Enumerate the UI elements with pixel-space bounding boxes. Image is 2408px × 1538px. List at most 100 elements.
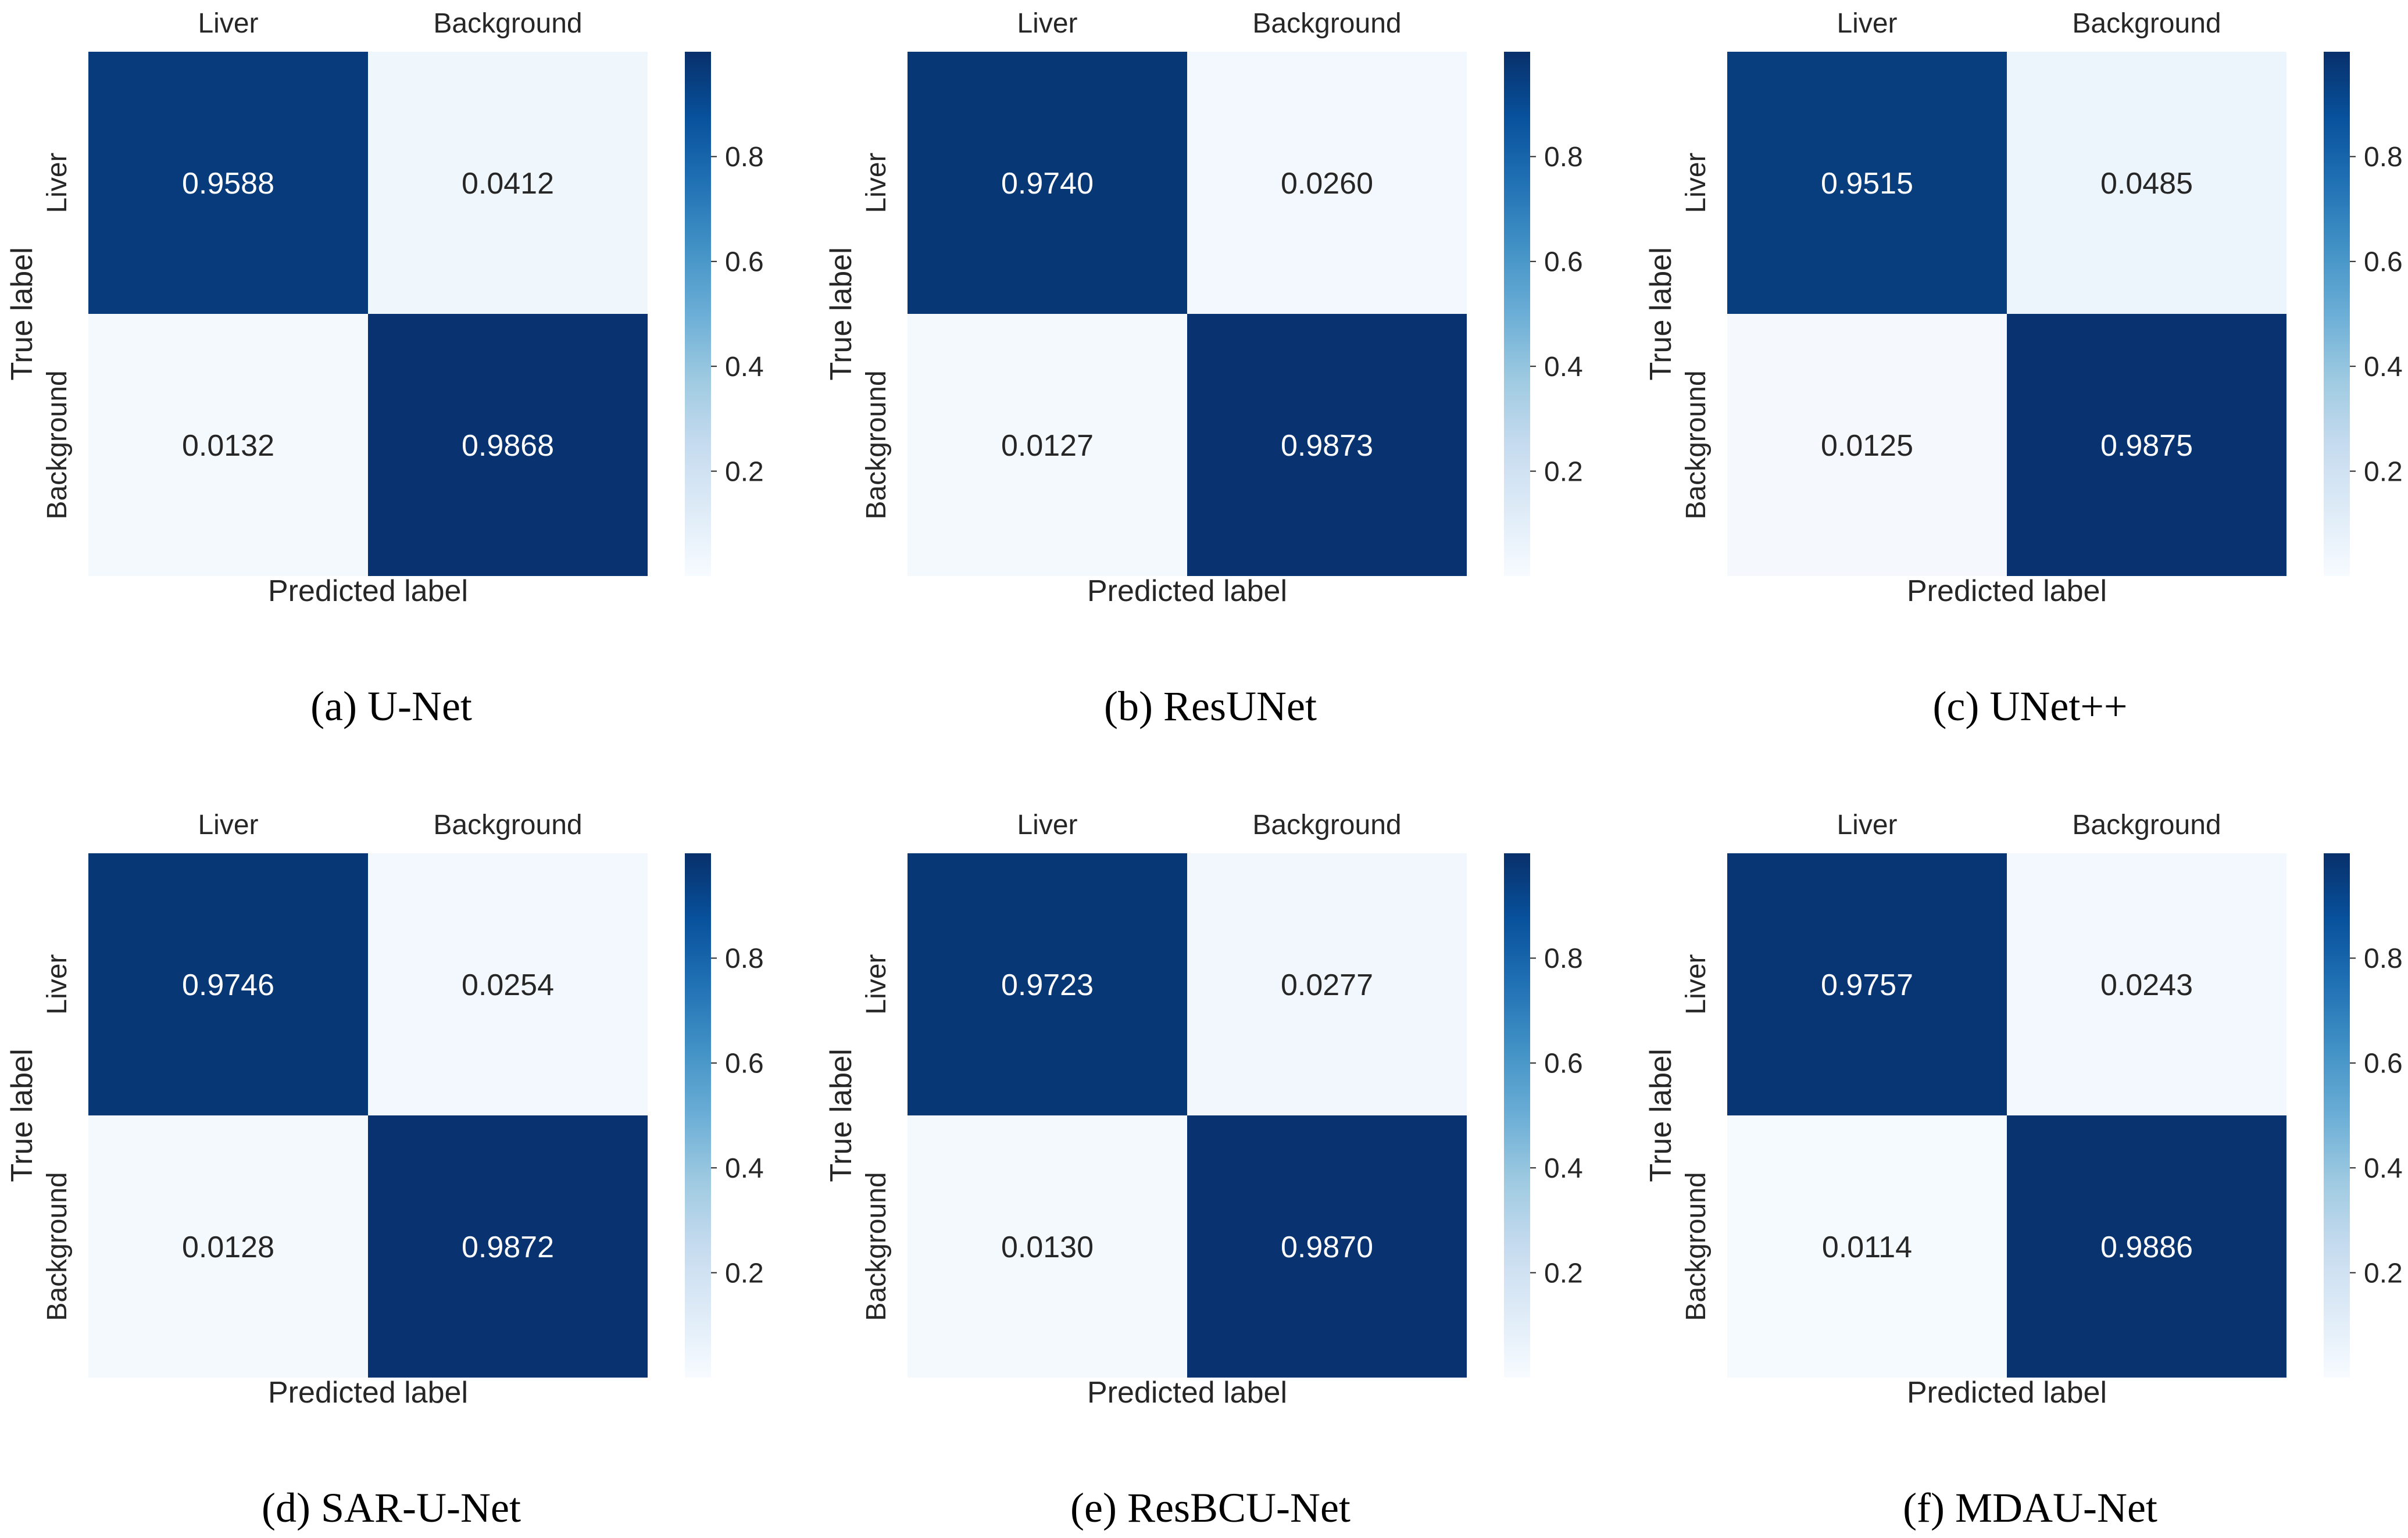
confusion-matrix-panel: 0.9757 0.0243 0.0114 0.9886 Liver Background L… [1644,810,2403,1531]
colorbar-tick-label: 0.8 [725,943,764,974]
colorbar-tick-label: 0.6 [725,1049,764,1079]
colorbar [685,52,711,576]
colorbar-tick-label: 0.8 [1544,943,1583,974]
cell-value-label: 0.0412 [462,167,554,201]
heatmap-cell [368,314,648,576]
heatmap-cell [908,853,1187,1115]
x-axis-label: Predicted label [1087,1376,1287,1410]
heatmap-cell [1727,853,2007,1115]
y-tick-label: Background [1681,370,1712,519]
colorbar-tick-label: 0.2 [2364,456,2403,487]
y-axis-label: True label [824,247,858,380]
y-tick-label: Background [42,1172,73,1321]
y-tick-label: Liver [42,152,73,213]
y-axis-label: True label [824,1049,858,1182]
heatmap-cell [2007,52,2286,314]
heatmap-cell [88,853,368,1115]
cell-value-label: 0.9868 [462,429,554,463]
cell-value-label: 0.0125 [1821,429,1913,463]
subfigure-caption: (b) ResUNet [1104,683,1317,729]
colorbar [2324,52,2350,576]
x-tick-label: Liver [198,810,258,840]
colorbar-tick-label: 0.4 [2364,1153,2403,1184]
colorbar [1504,52,1530,576]
heatmap-cell [2007,314,2286,576]
subfigure-caption: (a) U-Net [310,683,472,729]
x-axis-label: Predicted label [1907,1376,2107,1410]
cell-value-label: 0.9873 [1281,429,1373,463]
x-tick-label: Background [433,8,582,39]
cell-value-label: 0.0254 [462,968,554,1002]
confusion-matrix-panel: 0.9515 0.0485 0.0125 0.9875 Liver Background L… [1644,8,2403,729]
x-axis-label: Predicted label [268,574,468,608]
x-tick-label: Background [2072,810,2221,840]
y-axis-label: True label [5,247,39,380]
cell-value-label: 0.9870 [1281,1231,1373,1264]
x-tick-label: Liver [198,8,258,39]
cell-value-label: 0.9875 [2100,429,2193,463]
y-tick-label: Liver [861,152,892,213]
colorbar-tick-label: 0.4 [1544,352,1583,382]
x-tick-label: Background [433,810,582,840]
cell-value-label: 0.0260 [1281,167,1373,201]
heatmap-cell [368,1115,648,1378]
y-tick-label: Background [861,1172,892,1321]
colorbar-tick-label: 0.8 [1544,142,1583,173]
colorbar-tick-label: 0.2 [2364,1258,2403,1289]
x-tick-label: Liver [1837,810,1897,840]
heatmap-cell [88,1115,368,1378]
cell-value-label: 0.0128 [182,1231,274,1264]
y-tick-label: Background [42,370,73,519]
colorbar-tick-label: 0.4 [725,1153,764,1184]
heatmap-cell [908,52,1187,314]
heatmap-cell [1727,314,2007,576]
colorbar [685,853,711,1378]
y-axis-label: True label [1644,247,1678,380]
cell-value-label: 0.9746 [182,968,274,1002]
confusion-matrix-panel: 0.9588 0.0412 0.0132 0.9868 Liver Background L… [5,8,764,729]
heatmap-cell [2007,853,2286,1115]
y-tick-label: Liver [42,954,73,1014]
cell-value-label: 0.9757 [1821,968,1913,1002]
cell-value-label: 0.0485 [2100,167,2193,201]
cell-value-label: 0.0132 [182,429,274,463]
heatmap-cell [1187,52,1467,314]
cell-value-label: 0.9740 [1001,167,1094,201]
y-tick-label: Background [1681,1172,1712,1321]
cell-value-label: 0.9588 [182,167,274,201]
cell-value-label: 0.9886 [2100,1231,2193,1264]
x-axis-label: Predicted label [1087,574,1287,608]
colorbar-tick-label: 0.2 [1544,1258,1583,1289]
cell-value-label: 0.0277 [1281,968,1373,1002]
colorbar-tick-label: 0.4 [2364,352,2403,382]
cell-value-label: 0.0130 [1001,1231,1094,1264]
cell-value-label: 0.0127 [1001,429,1094,463]
heatmap-cell [368,853,648,1115]
colorbar-tick-label: 0.6 [1544,1049,1583,1079]
colorbar-tick-label: 0.8 [2364,943,2403,974]
colorbar-tick-label: 0.2 [725,456,764,487]
subfigure-caption: (e) ResBCU-Net [1070,1485,1351,1531]
heatmap-cell [2007,1115,2286,1378]
x-tick-label: Background [1252,810,1401,840]
colorbar-tick-label: 0.2 [725,1258,764,1289]
heatmap-cell [1187,314,1467,576]
y-tick-label: Liver [861,954,892,1014]
colorbar-tick-label: 0.6 [2364,1049,2403,1079]
x-axis-label: Predicted label [268,1376,468,1410]
y-axis-label: True label [1644,1049,1678,1182]
x-tick-label: Background [2072,8,2221,39]
colorbar-tick-label: 0.6 [725,247,764,278]
heatmap-cell [1727,1115,2007,1378]
y-tick-label: Liver [1681,152,1712,213]
colorbar-tick-label: 0.6 [2364,247,2403,278]
heatmap-cell [1187,1115,1467,1378]
colorbar [2324,853,2350,1378]
y-tick-label: Liver [1681,954,1712,1014]
x-tick-label: Liver [1837,8,1897,39]
colorbar-tick-label: 0.8 [725,142,764,173]
cell-value-label: 0.9872 [462,1231,554,1264]
x-tick-label: Liver [1017,810,1077,840]
colorbar [1504,853,1530,1378]
